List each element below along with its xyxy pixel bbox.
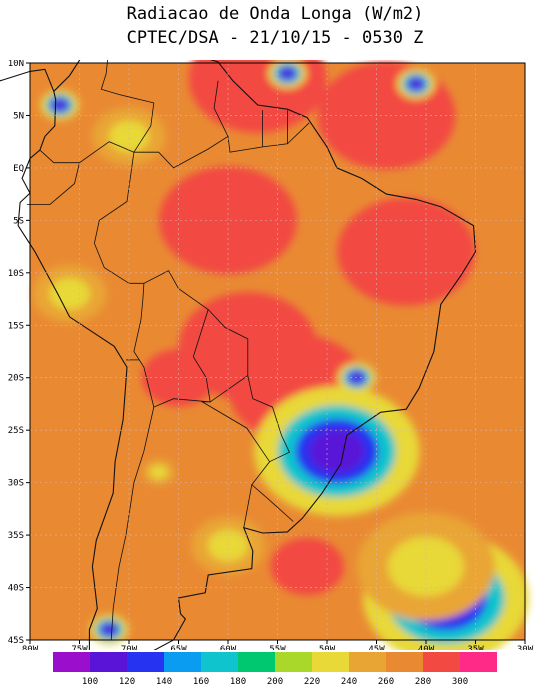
olr-feature-cold-core (53, 99, 67, 111)
lat-label: 10S (8, 269, 24, 279)
colorbar-label: 120 (119, 677, 135, 687)
olr-features (32, 60, 529, 650)
colorbar-labels: 100 120 140 160 180 200 220 240 260 280 300 (82, 677, 468, 687)
colorbar-label: 160 (193, 677, 209, 687)
olr-feature-mild-core (207, 529, 249, 562)
lat-label: 10N (8, 60, 24, 69)
lon-label: 50W (319, 645, 336, 650)
colorbar-label: 260 (378, 677, 394, 687)
map-title: Radiacao de Onda Longa (W/m2) (126, 4, 424, 24)
lon-label: 45W (368, 645, 385, 650)
lat-label: 5N (13, 111, 24, 121)
olr-feature-mild-core (388, 536, 464, 597)
olr-feature-warm (159, 166, 297, 275)
country-border (27, 162, 80, 205)
olr-feature-mild-core (108, 120, 150, 153)
olr-field (30, 60, 529, 650)
lat-label: 30S (8, 479, 24, 489)
lat-label: 40S (8, 584, 24, 594)
lat-label: EQ (13, 164, 24, 174)
olr-feature-warm (141, 348, 216, 407)
lon-label: 60W (220, 645, 237, 650)
colorbar-swatch (423, 652, 460, 672)
colorbar-swatch (312, 652, 349, 672)
olr-map: 10N 5N EQ 5S 10S 15S 20S 25S 30S 35S 40S 45S 80W 75W… (0, 60, 534, 650)
longitude-labels: 80W 75W 70W 65W 60W 55W 50W 45W 40W 35W 30W (22, 640, 534, 650)
colorbar-label: 200 (267, 677, 283, 687)
colorbar-swatch (386, 652, 423, 672)
colorbar-swatches (53, 652, 497, 672)
colorbar-swatch (349, 652, 386, 672)
olr-feature-cold-core (102, 624, 116, 635)
colorbar-label: 300 (452, 677, 468, 687)
lon-label: 35W (467, 645, 484, 650)
colorbar-swatch (460, 652, 497, 672)
latitude-labels: 10N 5N EQ 5S 10S 15S 20S 25S 30S 35S 40S 45S (8, 60, 30, 646)
olr-feature-cold-core (409, 78, 423, 90)
country-border (243, 484, 253, 528)
lon-label: 55W (269, 645, 286, 650)
olr-feature-mild-core (49, 277, 90, 310)
lon-label: 30W (517, 645, 534, 650)
lon-label: 40W (418, 645, 435, 650)
lat-label: 20S (8, 374, 24, 384)
lat-label: 25S (8, 426, 24, 436)
country-border (200, 375, 270, 462)
colorbar: 100 120 140 160 180 200 220 240 260 280 300 (53, 652, 497, 687)
map-subtitle: CPTEC/DSA - 21/10/15 - 0530 Z (126, 28, 424, 48)
lon-label: 75W (71, 645, 88, 650)
country-border (213, 80, 229, 137)
colorbar-label: 140 (156, 677, 172, 687)
colorbar-swatch (90, 652, 127, 672)
olr-feature-mild-core (149, 465, 168, 480)
coastline (0, 60, 477, 650)
colorbar-swatch (275, 652, 312, 672)
colorbar-swatch (53, 652, 90, 672)
lon-label: 70W (121, 645, 138, 650)
colorbar-swatch (201, 652, 238, 672)
olr-feature-cold-core (280, 68, 294, 79)
lat-label: 15S (8, 321, 24, 331)
lon-label: 65W (170, 645, 187, 650)
grid-lines (30, 63, 525, 640)
colorbar-label: 180 (230, 677, 246, 687)
country-border (100, 60, 155, 153)
colorbar-label: 220 (304, 677, 320, 687)
colorbar-label: 240 (341, 677, 357, 687)
country-border (93, 152, 294, 522)
olr-feature-warm (337, 197, 476, 306)
lat-label: 45S (8, 636, 24, 646)
lon-label: 80W (22, 645, 39, 650)
colorbar-swatch (164, 652, 201, 672)
olr-feature-warm (270, 537, 345, 596)
colorbar-label: 280 (415, 677, 431, 687)
colorbar-swatch (127, 652, 164, 672)
colorbar-label: 100 (82, 677, 98, 687)
colorbar-swatch (238, 652, 275, 672)
map-frame (29, 62, 526, 641)
lat-label: 35S (8, 531, 24, 541)
lat-label: 5S (13, 216, 24, 226)
olr-feature-cold-core (309, 429, 365, 473)
